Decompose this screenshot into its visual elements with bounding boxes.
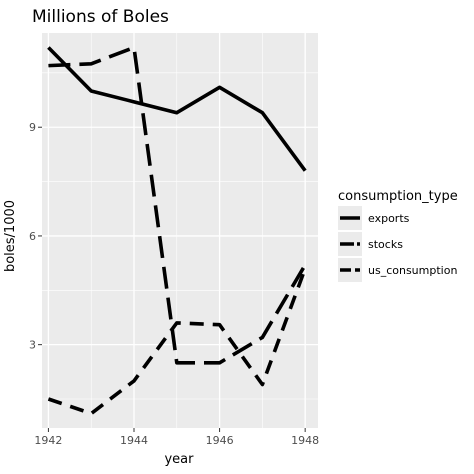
x-tick-label: 1942 — [34, 434, 62, 447]
chart-title: Millions of Boles — [32, 7, 169, 27]
x-axis-ticks: 1942 1944 1946 1948 — [34, 428, 319, 447]
series-layer — [47, 45, 307, 416]
grid-minor — [42, 33, 318, 428]
x-tick-label: 1948 — [291, 434, 319, 447]
legend: consumption_type exports stocks us_consump… — [338, 189, 458, 282]
y-tick-label: 9 — [29, 121, 36, 134]
legend-label-exports: exports — [368, 212, 410, 225]
legend-label-us_consumption: us_consumption — [368, 264, 457, 277]
y-axis-title: boles/1000 — [3, 200, 18, 272]
plot-panel — [42, 33, 318, 428]
x-tick-label: 1946 — [206, 434, 234, 447]
legend-title: consumption_type — [338, 189, 458, 204]
y-tick-label: 6 — [29, 230, 36, 243]
legend-label-stocks: stocks — [368, 238, 403, 251]
series-line-exports — [47, 46, 307, 172]
y-axis-ticks: 3 6 9 — [29, 121, 42, 352]
legend-items: exports stocks us_consumption — [338, 206, 457, 282]
x-axis-title: year — [164, 452, 194, 467]
x-tick-label: 1944 — [120, 434, 148, 447]
series-line-stocks — [48, 45, 307, 365]
series-line-us_consumption — [47, 267, 307, 416]
y-tick-label: 3 — [29, 339, 36, 352]
